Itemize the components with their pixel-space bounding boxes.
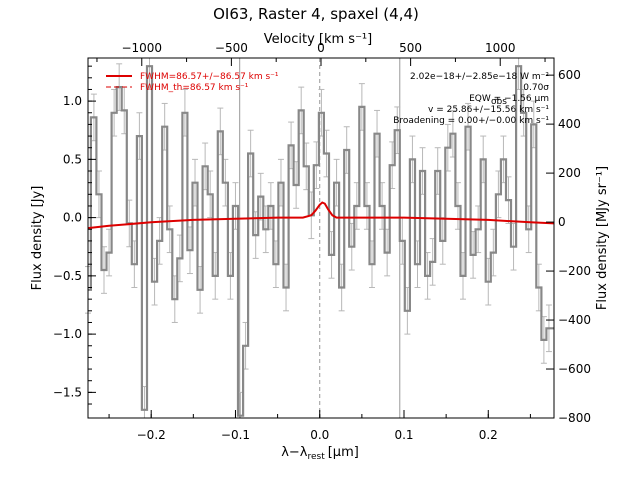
top-axis-label: Velocity [km s⁻¹] bbox=[264, 32, 372, 47]
annotation-broadening: Broadening = 0.00+/−0.00 km s⁻¹ bbox=[393, 116, 549, 126]
y-right-tick-label-2: −400 bbox=[558, 313, 591, 327]
annotation-eqw-subscript: obs bbox=[491, 97, 507, 107]
y-tick-label-4: 0.5 bbox=[63, 152, 82, 166]
y-tick-label-0: −1.5 bbox=[53, 385, 82, 399]
x-tick-label-2: 0.0 bbox=[310, 428, 329, 442]
bottom-axis: −0.2 −0.1 0.0 0.1 0.2 bbox=[108, 410, 531, 442]
x-axis-label-subscript: rest bbox=[307, 452, 325, 462]
vel-tick-label-0: −1000 bbox=[121, 41, 162, 55]
x-axis-label-main: λ−λ bbox=[281, 445, 308, 460]
x-tick-label-0: −0.2 bbox=[137, 428, 166, 442]
annotation-velocity: v = 25.86+/−15.56 km s⁻¹ bbox=[428, 105, 549, 115]
top-axis: −1000 −500 0 500 1000 bbox=[96, 41, 546, 66]
annotation-eqw: EQW = −1.56 μm bbox=[469, 94, 549, 104]
x-tick-label-4: 0.2 bbox=[479, 428, 498, 442]
y-right-tick-label-7: 600 bbox=[558, 68, 581, 82]
y-right-tick-label-0: −800 bbox=[558, 411, 591, 425]
y-tick-label-1: −1.0 bbox=[53, 327, 82, 341]
x-axis-label-unit: [μm] bbox=[328, 445, 359, 460]
y-right-tick-label-3: −200 bbox=[558, 264, 591, 278]
annotation-line-flux: 2.02e−18+/−2.85e−18 W m⁻² bbox=[410, 72, 549, 82]
fit-series-line bbox=[87, 201, 555, 230]
y-right-tick-label-1: −600 bbox=[558, 362, 591, 376]
chart-title: OI63, Raster 4, spaxel (4,4) bbox=[213, 5, 419, 23]
y-right-axis-label: Flux density [MJy sr⁻¹] bbox=[595, 166, 610, 310]
y-tick-label-2: −0.5 bbox=[53, 269, 82, 283]
annotation-significance: 0.70σ bbox=[523, 83, 549, 93]
left-axis: −1.5 −1.0 −0.5 0.0 0.5 1.0 bbox=[53, 65, 96, 405]
right-axis: −800 −600 −400 −200 0 200 400 600 bbox=[546, 68, 591, 425]
vel-tick-label-3: 500 bbox=[399, 41, 422, 55]
x-tick-label-1: −0.1 bbox=[221, 428, 250, 442]
x-axis-label: λ−λrest [μm] bbox=[281, 445, 359, 462]
vel-tick-label-2: 0 bbox=[317, 41, 325, 55]
legend-entry-fwhm: FWHM=86.57+/−86.57 km s⁻¹ bbox=[140, 72, 279, 82]
y-axis-label: Flux density [Jy] bbox=[30, 186, 45, 291]
y-right-tick-label-4: 0 bbox=[558, 215, 566, 229]
spectrum-series-line bbox=[88, 65, 554, 417]
fit-annotations: 2.02e−18+/−2.85e−18 W m⁻² 0.70σ EQW = −1… bbox=[393, 72, 549, 126]
vel-tick-label-1: −500 bbox=[215, 41, 248, 55]
vel-tick-label-4: 1000 bbox=[485, 41, 516, 55]
y-tick-label-5: 1.0 bbox=[63, 94, 82, 108]
y-tick-label-3: 0.0 bbox=[63, 211, 82, 225]
y-right-tick-label-5: 200 bbox=[558, 166, 581, 180]
legend-entry-fwhm-th: FWHM_th=86.57 km s⁻¹ bbox=[140, 83, 249, 93]
x-tick-label-3: 0.1 bbox=[394, 428, 413, 442]
legend: FWHM=86.57+/−86.57 km s⁻¹ FWHM_th=86.57 … bbox=[106, 72, 279, 93]
y-right-tick-label-6: 400 bbox=[558, 117, 581, 131]
